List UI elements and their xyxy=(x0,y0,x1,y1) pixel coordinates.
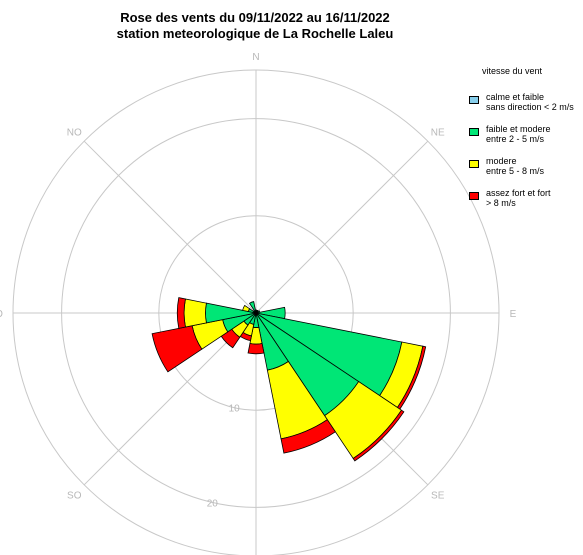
grid-spoke xyxy=(255,140,429,314)
direction-label-se: SE xyxy=(431,491,445,502)
petal-segment-270-class-3 xyxy=(176,297,186,329)
direction-label-no: NO xyxy=(67,127,82,138)
legend: vitesse du vent calme et faible sans dire… xyxy=(468,66,583,220)
ring-label-20: 20 xyxy=(207,498,219,509)
legend-label: entre 5 - 8 m/s xyxy=(486,166,545,176)
legend-item: faible et modere entre 2 - 5 m/s xyxy=(468,124,583,144)
petal-segment-157.5-class-3 xyxy=(280,419,336,454)
legend-label: calme et faible xyxy=(486,92,545,102)
legend-swatch xyxy=(469,96,479,104)
petal-segment-135-class-3 xyxy=(352,409,405,462)
petal-segment-292.5-class-2 xyxy=(242,304,251,312)
legend-item: modere entre 5 - 8 m/s xyxy=(468,156,583,176)
ring-label-10: 10 xyxy=(229,404,241,415)
direction-label-o: O xyxy=(0,309,3,320)
legend-title: vitesse du vent xyxy=(482,66,543,76)
direction-label-ne: NE xyxy=(431,127,445,138)
legend-label: faible et modere xyxy=(486,124,551,134)
legend-swatch xyxy=(469,160,479,168)
legend-item: calme et faible sans direction < 2 m/s xyxy=(468,92,583,112)
legend-label: modere xyxy=(486,156,517,166)
petal-segment-180-class-3 xyxy=(247,343,265,355)
legend-label: sans direction < 2 m/s xyxy=(486,102,574,112)
direction-label-e: E xyxy=(510,309,517,320)
chart-subtitle: station meteorologique de La Rochelle La… xyxy=(116,26,394,41)
legend-item: assez fort et fort > 8 m/s xyxy=(468,188,583,208)
petal-segment-337.5-class-1 xyxy=(248,301,257,314)
wind-petals xyxy=(151,297,427,462)
legend-label: entre 2 - 5 m/s xyxy=(486,134,545,144)
direction-label-so: SO xyxy=(67,491,82,502)
direction-labels: NNEESESSOONO1020 xyxy=(0,52,517,509)
legend-label: > 8 m/s xyxy=(486,198,516,208)
petal-segment-247.5-class-3 xyxy=(151,325,203,373)
direction-label-n: N xyxy=(252,52,259,63)
petal-segment-270-class-2 xyxy=(183,298,207,328)
grid-spoke xyxy=(83,140,257,314)
legend-swatch xyxy=(469,128,479,136)
legend-swatch xyxy=(469,192,479,200)
chart-title: Rose des vents du 09/11/2022 au 16/11/20… xyxy=(120,10,390,25)
chart-title-block: Rose des vents du 09/11/2022 au 16/11/20… xyxy=(0,10,510,42)
legend-label: assez fort et fort xyxy=(486,188,551,198)
